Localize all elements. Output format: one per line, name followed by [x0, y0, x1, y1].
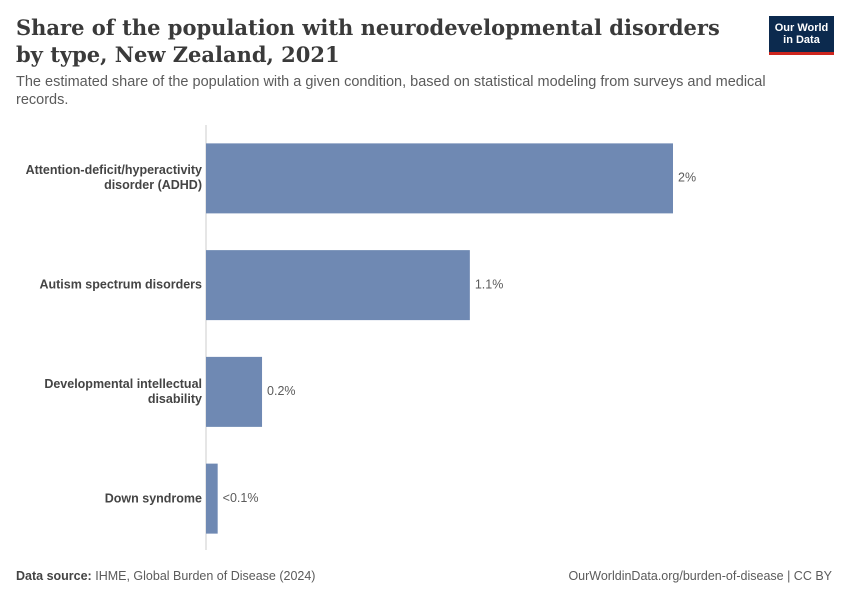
data-label: 0.2%: [267, 384, 296, 398]
chart-title: Share of the population with neurodevelo…: [16, 15, 720, 67]
chart-subtitle: The estimated share of the population wi…: [16, 74, 766, 108]
source: Data source: IHME, Global Burden of Dise…: [16, 569, 315, 583]
category-label: Down syndrome: [104, 491, 202, 506]
bar: [206, 463, 218, 534]
logo-line: Our World: [774, 22, 829, 34]
url[interactable]: OurWorldinData.org/burden-of-disease | C…: [568, 569, 832, 583]
bar: [206, 143, 673, 214]
bar: [206, 250, 470, 321]
category-label: Autism spectrum disorders: [39, 277, 202, 292]
logo[interactable]: Our World in Data: [769, 16, 834, 55]
category-label: Attention-deficit/hyperactivity disorder…: [25, 163, 202, 193]
source-label: Data source:: [16, 569, 92, 583]
data-label: 2%: [678, 171, 696, 185]
category-label: Developmental intellectual disability: [44, 376, 202, 406]
source-text: IHME, Global Burden of Disease (2024): [95, 569, 316, 583]
data-label: 1.1%: [475, 277, 504, 291]
data-label: <0.1%: [223, 491, 259, 505]
logo-line: in Data: [783, 34, 820, 46]
bar: [206, 356, 263, 427]
